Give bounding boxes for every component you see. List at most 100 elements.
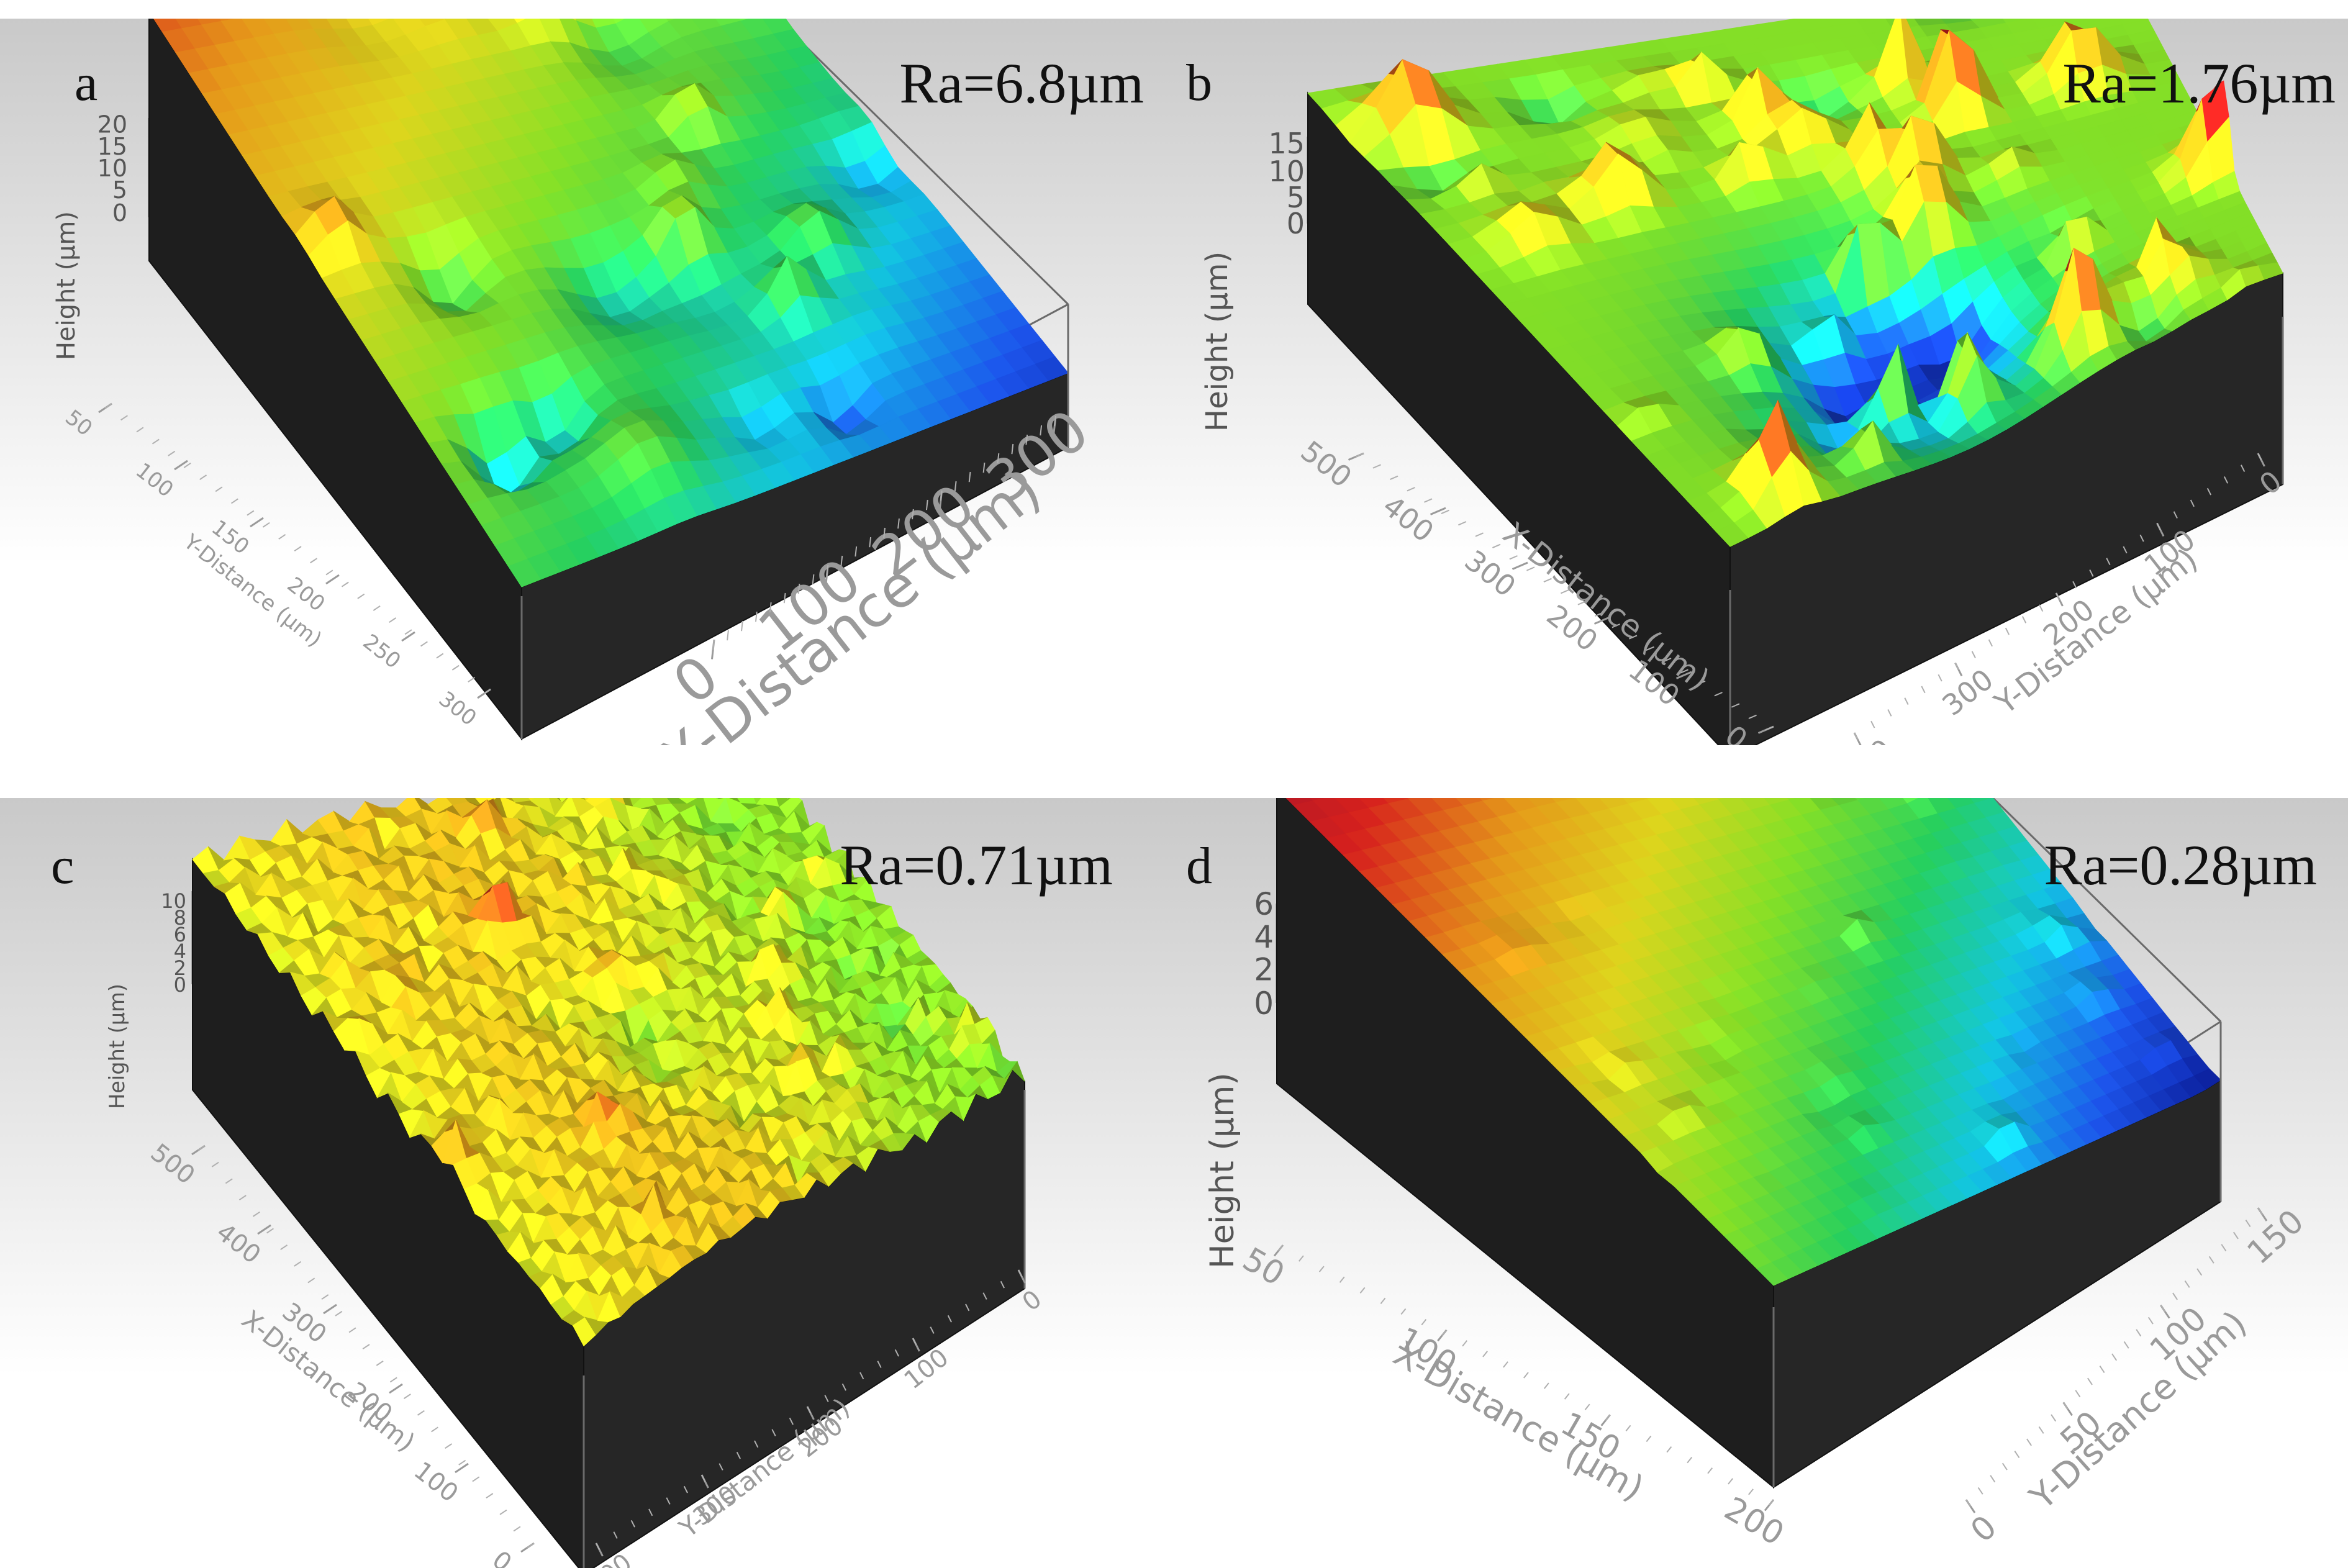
surface-cell — [753, 798, 762, 805]
minor-tick — [925, 499, 928, 510]
z-tick-label: 5 — [1287, 181, 1305, 214]
minor-tick — [2208, 1256, 2214, 1264]
y-tick-label-mark — [401, 631, 415, 642]
minor-tick — [1475, 532, 1484, 537]
minor-tick — [1977, 1487, 1983, 1495]
minor-tick — [486, 1493, 494, 1499]
minor-tick — [2089, 569, 2094, 577]
minor-tick — [1458, 521, 1467, 526]
z-tick-label: 10 — [1268, 155, 1305, 188]
minor-tick — [1040, 425, 1043, 436]
z-axis-title: Height (µm) — [1200, 252, 1235, 432]
minor-tick — [1482, 1351, 1488, 1357]
minor-tick — [897, 518, 900, 529]
minor-tick — [1769, 1499, 1774, 1506]
x-tick-label-mark — [1593, 616, 1610, 625]
x-tick-label-mark — [1430, 507, 1446, 515]
minor-tick — [1380, 1297, 1386, 1305]
z-tick-label: 4 — [174, 940, 186, 963]
minor-tick — [2038, 1426, 2044, 1434]
minor-tick — [252, 1211, 260, 1217]
surface-mesh — [1285, 798, 2221, 1286]
z-tick-label: 10 — [161, 889, 186, 913]
minor-tick — [310, 558, 317, 564]
minor-tick — [2136, 1329, 2142, 1337]
minor-tick — [812, 574, 815, 585]
minor-tick — [2075, 1390, 2081, 1398]
minor-tick — [1018, 1269, 1023, 1277]
minor-tick — [325, 569, 333, 576]
z-tick-label: 0 — [1287, 207, 1305, 240]
minor-tick — [1731, 703, 1740, 708]
minor-tick — [2021, 616, 2027, 623]
z-tick-label: 8 — [174, 906, 186, 930]
minor-tick — [307, 1277, 315, 1284]
minor-tick — [1492, 543, 1501, 548]
minor-tick — [930, 1326, 935, 1334]
minor-tick — [483, 689, 491, 695]
minor-tick — [2051, 1414, 2057, 1422]
minor-tick — [947, 1315, 952, 1323]
minor-tick — [783, 592, 786, 604]
minor-tick — [373, 605, 381, 611]
z-tick-label: 6 — [1254, 886, 1274, 922]
minor-tick — [2172, 1292, 2178, 1300]
minor-tick — [869, 537, 872, 548]
minor-tick — [183, 463, 191, 468]
minor-tick — [527, 1543, 535, 1549]
minor-tick — [826, 564, 829, 576]
minor-tick — [2062, 1402, 2069, 1410]
minor-tick — [841, 1383, 846, 1391]
minor-tick — [2147, 1316, 2154, 1325]
minor-tick — [2072, 581, 2077, 589]
minor-tick — [701, 1474, 706, 1482]
minor-tick — [335, 1310, 343, 1316]
minor-tick — [982, 1292, 987, 1300]
minor-tick — [1766, 726, 1774, 731]
minor-tick — [965, 1303, 970, 1312]
z-tick-label: 20 — [97, 111, 127, 138]
minor-tick — [2221, 1244, 2227, 1252]
surface-cell — [703, 798, 726, 822]
minor-tick — [1298, 1255, 1304, 1262]
minor-tick — [362, 1344, 370, 1350]
minor-tick — [613, 1531, 618, 1539]
surface-mesh — [192, 798, 1025, 1347]
minor-tick — [2123, 1341, 2129, 1349]
surface-cell — [514, 19, 527, 24]
minor-tick — [1584, 1403, 1590, 1410]
minor-tick — [718, 1463, 723, 1471]
minor-tick — [630, 1520, 635, 1528]
minor-tick — [468, 677, 476, 682]
minor-tick — [436, 653, 444, 659]
x-tick-label-mark — [455, 1462, 469, 1474]
surface-cell — [679, 798, 699, 804]
minor-tick — [1509, 555, 1518, 560]
minor-tick — [741, 620, 743, 632]
minor-tick — [2241, 465, 2246, 472]
minor-tick — [1278, 1244, 1284, 1251]
minor-tick — [769, 602, 772, 613]
minor-tick — [1728, 1478, 1733, 1485]
minor-tick — [840, 555, 843, 566]
minor-tick — [854, 546, 858, 557]
minor-tick — [997, 453, 1000, 464]
minor-tick — [2001, 1462, 2008, 1471]
minor-tick — [230, 498, 238, 504]
minor-tick — [2196, 1268, 2203, 1276]
minor-tick — [1054, 415, 1056, 427]
minor-tick — [894, 1349, 899, 1357]
minor-tick — [2005, 627, 2010, 635]
minor-tick — [152, 438, 160, 445]
minor-tick — [797, 583, 800, 594]
minor-tick — [1390, 475, 1398, 480]
minor-tick — [420, 641, 428, 647]
minor-tick — [883, 527, 886, 538]
minor-tick — [1629, 635, 1638, 640]
minor-tick — [2087, 1377, 2093, 1385]
minor-tick — [596, 1543, 601, 1551]
minor-tick — [1697, 680, 1706, 685]
